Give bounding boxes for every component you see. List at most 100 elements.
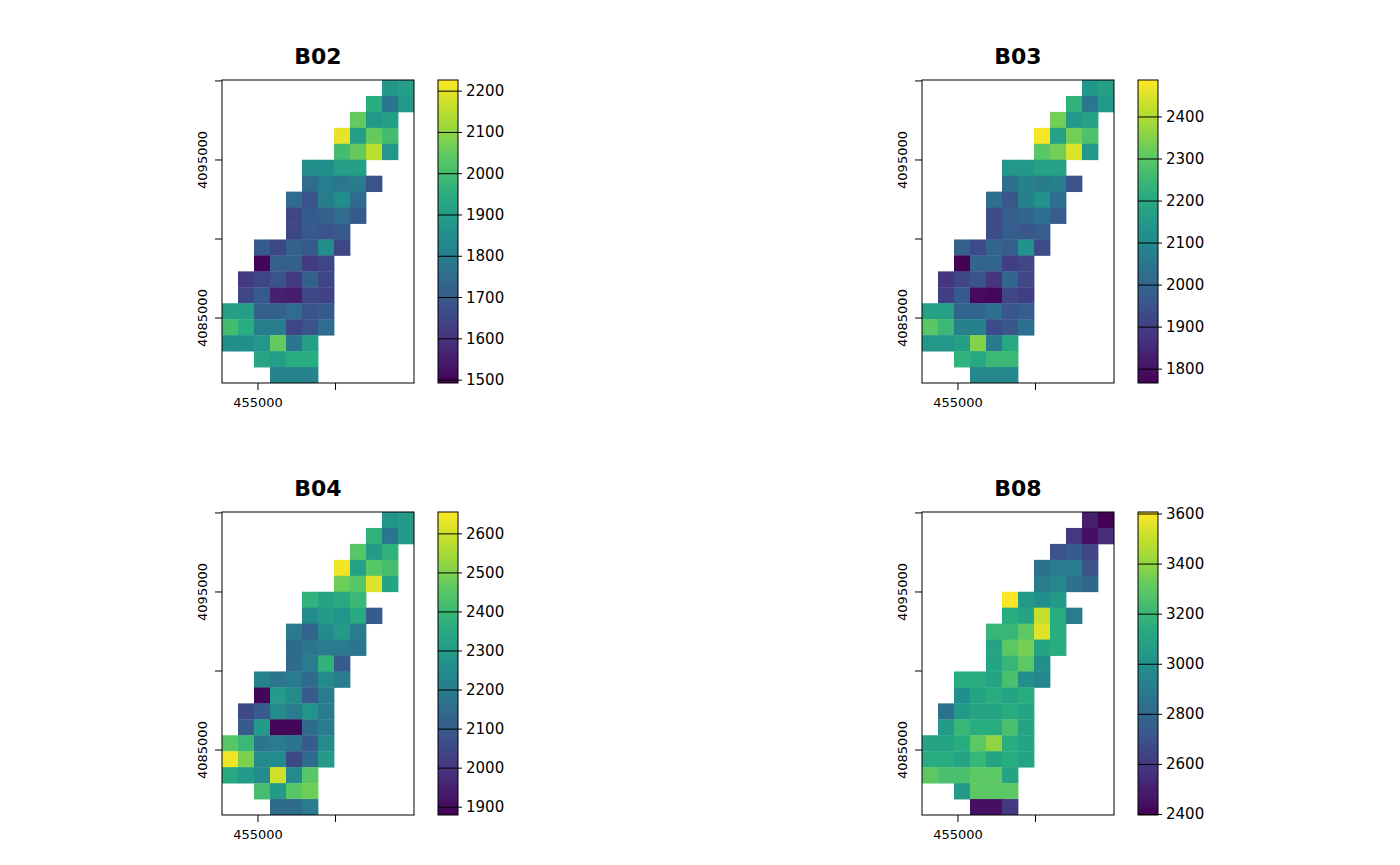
- cell: [922, 335, 938, 351]
- cell: [1082, 112, 1098, 128]
- cell: [286, 367, 302, 383]
- colorbar-tick-label: 2600: [1166, 755, 1204, 773]
- cell: [1002, 351, 1018, 367]
- colorbar-tick-label: 2000: [1166, 276, 1204, 294]
- cell: [302, 176, 318, 192]
- cell: [334, 656, 350, 672]
- colorbar-tick: [438, 256, 462, 257]
- cell: [222, 335, 238, 351]
- colorbar-tick: [1138, 614, 1162, 615]
- cell: [1002, 751, 1018, 767]
- cell: [334, 128, 350, 144]
- cell: [1082, 576, 1098, 592]
- cell: [954, 239, 970, 255]
- cell: [1002, 208, 1018, 224]
- y-tick: [915, 239, 922, 240]
- colorbar-tick-label: 2000: [466, 165, 504, 183]
- cell: [1050, 640, 1066, 656]
- cell: [1034, 624, 1050, 640]
- cell: [1018, 592, 1034, 608]
- cell: [986, 719, 1002, 735]
- cell: [318, 208, 334, 224]
- cell: [938, 735, 954, 751]
- cell: [286, 335, 302, 351]
- colorbar-tick: [438, 651, 462, 652]
- cell: [970, 239, 986, 255]
- cell: [938, 703, 954, 719]
- cell: [254, 319, 270, 335]
- cell: [366, 128, 382, 144]
- cell: [254, 335, 270, 351]
- cell: [270, 735, 286, 751]
- cell: [1002, 255, 1018, 271]
- colorbar-tick-label: 1500: [466, 371, 504, 389]
- cell: [302, 224, 318, 240]
- frame: [222, 80, 414, 383]
- colorbar-tick: [1138, 764, 1162, 765]
- cell: [1002, 656, 1018, 672]
- cell: [1050, 560, 1066, 576]
- cell: [398, 512, 414, 528]
- y-tick-label: 4085000: [895, 289, 910, 347]
- cell: [318, 624, 334, 640]
- title: B04: [294, 476, 341, 501]
- x-tick: [257, 815, 258, 822]
- cell: [1050, 192, 1066, 208]
- cell: [398, 528, 414, 544]
- cell: [302, 656, 318, 672]
- colorbar-tick-label: 1800: [466, 247, 504, 265]
- cell: [286, 687, 302, 703]
- cell: [318, 592, 334, 608]
- cell: [254, 719, 270, 735]
- colorbar-tick-label: 2300: [466, 642, 504, 660]
- colorbar-tick-label: 2300: [1166, 150, 1204, 168]
- cell: [954, 255, 970, 271]
- cell: [922, 319, 938, 335]
- cell: [318, 671, 334, 687]
- cell: [302, 592, 318, 608]
- cell: [286, 783, 302, 799]
- cell: [286, 192, 302, 208]
- cell: [1002, 319, 1018, 335]
- cell: [318, 303, 334, 319]
- cell: [366, 112, 382, 128]
- colorbar-tick-label: 2100: [466, 123, 504, 141]
- cell: [938, 335, 954, 351]
- cell: [1034, 576, 1050, 592]
- cell: [986, 367, 1002, 383]
- cell: [334, 239, 350, 255]
- cell: [238, 303, 254, 319]
- cell: [334, 208, 350, 224]
- cell: [922, 303, 938, 319]
- cell: [382, 80, 398, 96]
- colorbar-tick: [1138, 327, 1162, 328]
- cell: [1018, 208, 1034, 224]
- cell: [382, 512, 398, 528]
- cell: [986, 799, 1002, 815]
- cell: [286, 239, 302, 255]
- cell: [1034, 671, 1050, 687]
- cell: [270, 255, 286, 271]
- colorbar-tick-label: 3000: [1166, 655, 1204, 673]
- x-tick-label: 455000: [933, 827, 983, 842]
- cell: [334, 592, 350, 608]
- cell: [1002, 624, 1018, 640]
- colorbar-tick-label: 1700: [466, 289, 504, 307]
- colorbar-tick: [438, 173, 462, 174]
- cell: [302, 192, 318, 208]
- colorbar-tick: [438, 572, 462, 573]
- y-tick-label: 4095000: [195, 563, 210, 621]
- cells: [922, 80, 1114, 383]
- cell: [986, 303, 1002, 319]
- cell: [954, 335, 970, 351]
- colorbar-tick: [1138, 201, 1162, 202]
- colorbar-tick: [438, 768, 462, 769]
- cell: [954, 703, 970, 719]
- colorbar-tick-label: 2100: [1166, 234, 1204, 252]
- cells: [222, 80, 414, 383]
- cell: [318, 160, 334, 176]
- panel: B084550004085000409500024002600280030003…: [895, 476, 1204, 842]
- cell: [1002, 783, 1018, 799]
- cell: [350, 544, 366, 560]
- cell: [302, 783, 318, 799]
